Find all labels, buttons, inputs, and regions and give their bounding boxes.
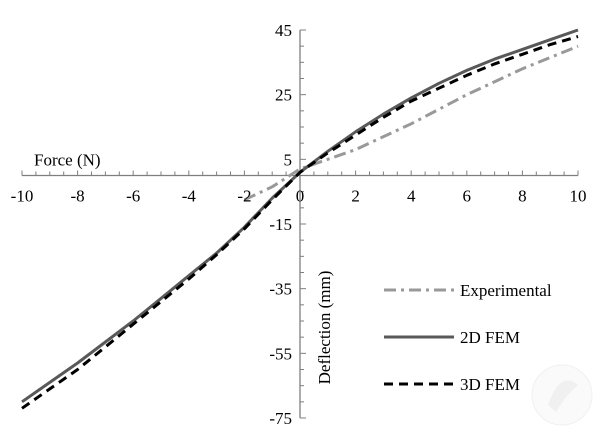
x-tick-label: -10 <box>11 187 34 206</box>
y-tick-label: 5 <box>284 150 293 169</box>
x-tick-label: 4 <box>407 187 416 206</box>
x-tick-label: -6 <box>126 187 140 206</box>
x-tick-label: 2 <box>351 187 360 206</box>
chart-series-layer <box>21 28 579 410</box>
chart-legend: Experimental 2D FEM 3D FEM <box>384 281 552 394</box>
x-tick-label: 8 <box>518 187 527 206</box>
legend-label: 3D FEM <box>460 375 520 394</box>
y-tick-label: -35 <box>269 280 292 299</box>
x-axis-title: Force (N) <box>34 151 101 170</box>
x-tick-label: 10 <box>570 187 587 206</box>
legend-label: Experimental <box>460 281 552 300</box>
chart-axes <box>21 29 579 419</box>
legend-label: 2D FEM <box>460 328 520 347</box>
x-tick-label: -2 <box>237 187 251 206</box>
x-tick-label: 0 <box>296 187 305 206</box>
x-tick-label: -8 <box>71 187 85 206</box>
series-line-experimental <box>243 44 579 202</box>
y-tick-label: 45 <box>275 21 292 40</box>
y-tick-label: -75 <box>269 409 292 428</box>
series-line-3d-fem <box>21 35 579 410</box>
x-tick-label: -4 <box>182 187 197 206</box>
y-axis-title: Deflection (mm) <box>315 271 334 385</box>
chart-tick-labels: -10 -8 -6 -4 -2 0 2 4 6 8 10 45 25 5 -15 -35 -55 -75 <box>11 21 587 428</box>
watermark-logo <box>531 364 593 426</box>
y-tick-label: -55 <box>269 344 292 363</box>
y-tick-label: -15 <box>269 215 292 234</box>
x-tick-label: 6 <box>463 187 472 206</box>
y-tick-label: 25 <box>275 86 292 105</box>
